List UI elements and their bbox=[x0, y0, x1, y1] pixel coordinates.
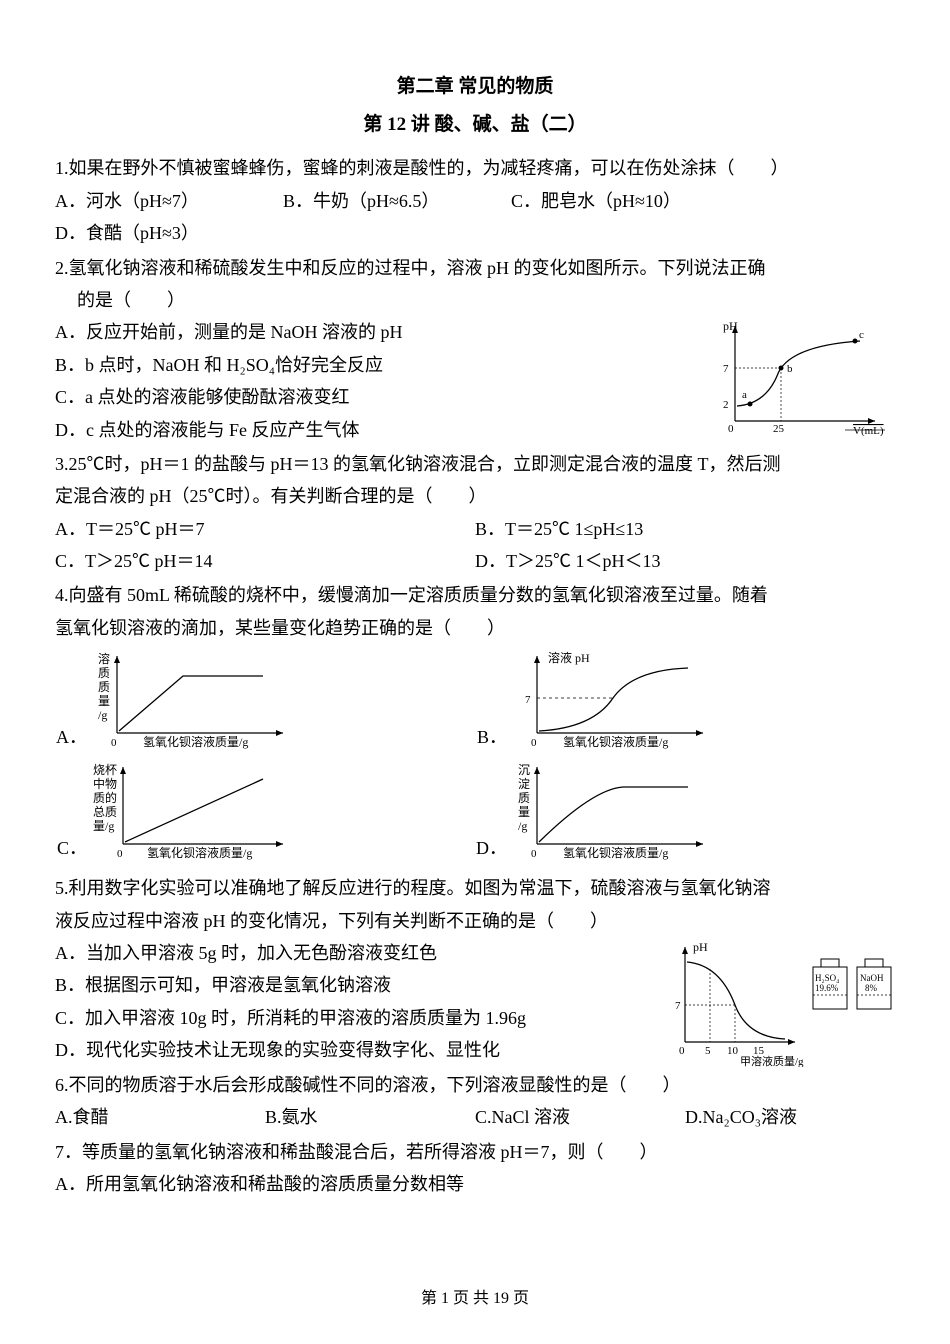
q7-text: 7．等质量的氢氧化钠溶液和稀盐酸混合后，若所得溶液 pH＝7，则（ ） bbox=[55, 1136, 895, 1168]
q6-opt-c: C.NaCl 溶液 bbox=[475, 1101, 685, 1133]
svg-text:H₂SO₄: H₂SO₄ bbox=[815, 973, 839, 983]
svg-text:量: 量 bbox=[98, 694, 110, 708]
svg-text:10: 10 bbox=[727, 1045, 739, 1057]
q4-label-a: A． bbox=[55, 721, 87, 753]
svg-text:氢氧化钡溶液质量/g: 氢氧化钡溶液质量/g bbox=[563, 734, 668, 749]
q1-opt-c: C．肥皂水（pH≈10） bbox=[511, 185, 721, 217]
question-6: 6.不同的物质溶于水后会形成酸碱性不同的溶液，下列溶液显酸性的是（ ） A.食醋… bbox=[55, 1069, 895, 1134]
svg-text:19.6%: 19.6% bbox=[815, 983, 839, 993]
q4-chart-b: 溶液 pH 7 0 氢氧化钡溶液质量/g bbox=[513, 648, 733, 753]
svg-text:0: 0 bbox=[679, 1045, 685, 1057]
q4-text-2: 氢氧化钡溶液的滴加，某些量变化趋势正确的是（ ） bbox=[55, 612, 895, 644]
q3-opt-b: B．T＝25℃ 1≤pH≤13 bbox=[475, 513, 895, 545]
q3-opt-c: C．T＞25℃ pH＝14 bbox=[55, 545, 475, 577]
svg-text:溶: 溶 bbox=[98, 651, 110, 666]
chapter-title: 第二章 常见的物质 bbox=[55, 70, 895, 104]
svg-text:/g: /g bbox=[98, 708, 107, 722]
svg-text:氢氧化钡溶液质量/g: 氢氧化钡溶液质量/g bbox=[147, 845, 252, 860]
q2-xtick: 25 bbox=[773, 423, 785, 435]
q4-chart-a: 溶 质 质 量 /g 0 氢氧化钡溶液质量/g bbox=[93, 648, 313, 753]
question-2: 2.氢氧化钠溶液和稀硫酸发生中和反应的过程中，溶液 pH 的变化如图所示。下列说… bbox=[55, 252, 895, 446]
svg-text:0: 0 bbox=[728, 423, 734, 435]
question-7: 7．等质量的氢氧化钠溶液和稀盐酸混合后，若所得溶液 pH＝7，则（ ） A．所用… bbox=[55, 1136, 895, 1201]
q2-point-b: b bbox=[787, 363, 793, 375]
q3-opt-d: D．T＞25℃ 1＜pH＜13 bbox=[475, 545, 895, 577]
svg-text:0: 0 bbox=[111, 737, 117, 749]
q1-opt-b: B．牛奶（pH≈6.5） bbox=[283, 185, 493, 217]
svg-text:淀: 淀 bbox=[518, 777, 530, 791]
question-1: 1.如果在野外不慎被蜜蜂蜂伤，蜜蜂的刺液是酸性的，为减轻疼痛，可以在伤处涂抹（ … bbox=[55, 152, 895, 249]
svg-text:pH: pH bbox=[693, 940, 708, 954]
q2-ytick2: 7 bbox=[723, 363, 729, 375]
q3-text-1: 3.25℃时，pH＝1 的盐酸与 pH＝13 的氢氧化钠溶液混合，立即测定混合液… bbox=[55, 448, 895, 480]
q5-chart: pH 7 0 5 10 15 甲溶液质量/g H₂SO₄ 19.6% NaOH … bbox=[665, 937, 895, 1067]
svg-text:5: 5 bbox=[705, 1045, 711, 1057]
svg-text:8%: 8% bbox=[865, 983, 878, 993]
q2-ytick1: 2 bbox=[723, 399, 729, 411]
svg-text:量: 量 bbox=[518, 805, 530, 819]
q2-point-c: c bbox=[859, 329, 864, 341]
svg-text:0: 0 bbox=[531, 737, 537, 749]
lesson-title: 第 12 讲 酸、碱、盐（二） bbox=[55, 108, 895, 142]
q6-opt-b: B.氨水 bbox=[265, 1101, 475, 1133]
svg-text:NaOH: NaOH bbox=[860, 973, 884, 983]
svg-text:0: 0 bbox=[117, 848, 123, 860]
svg-text:溶液 pH: 溶液 pH bbox=[548, 650, 590, 665]
q3-text-2: 定混合液的 pH（25℃时）。有关判断合理的是（ ） bbox=[55, 480, 895, 512]
svg-text:量/g: 量/g bbox=[93, 819, 114, 833]
svg-text:7: 7 bbox=[675, 1000, 681, 1012]
q5-text-1: 5.利用数字化实验可以准确地了解反应进行的程度。如图为常温下，硫酸溶液与氢氧化钠… bbox=[55, 872, 895, 904]
svg-text:/g: /g bbox=[518, 819, 527, 833]
q4-label-d: D． bbox=[475, 832, 507, 864]
svg-text:沉: 沉 bbox=[518, 763, 530, 777]
q3-opt-a: A．T＝25℃ pH＝7 bbox=[55, 513, 475, 545]
svg-text:氢氧化钡溶液质量/g: 氢氧化钡溶液质量/g bbox=[143, 734, 248, 749]
svg-text:烧杯: 烧杯 bbox=[93, 763, 117, 777]
q4-chart-d: 沉 淀 质 量 /g 0 氢氧化钡溶液质量/g bbox=[513, 759, 733, 864]
svg-text:氢氧化钡溶液质量/g: 氢氧化钡溶液质量/g bbox=[563, 845, 668, 860]
q5-text-2: 液反应过程中溶液 pH 的变化情况，下列有关判断不正确的是（ ） bbox=[55, 905, 895, 937]
q2-text-2: 的是（ ） bbox=[55, 284, 895, 316]
svg-text:中物: 中物 bbox=[93, 776, 117, 791]
question-4: 4.向盛有 50mL 稀硫酸的烧杯中，缓慢滴加一定溶质质量分数的氢氧化钡溶液至过… bbox=[55, 579, 895, 870]
q2-point-a: a bbox=[742, 389, 747, 401]
svg-text:0: 0 bbox=[531, 848, 537, 860]
svg-text:甲溶液质量/g: 甲溶液质量/g bbox=[740, 1054, 804, 1067]
q2-chart: pH 2 7 0 25 V(mL) a b c bbox=[715, 316, 895, 436]
q2-text-1: 2.氢氧化钠溶液和稀硫酸发生中和反应的过程中，溶液 pH 的变化如图所示。下列说… bbox=[55, 252, 895, 284]
question-3: 3.25℃时，pH＝1 的盐酸与 pH＝13 的氢氧化钠溶液混合，立即测定混合液… bbox=[55, 448, 895, 578]
q1-opt-a: A．河水（pH≈7） bbox=[55, 185, 265, 217]
q4-text-1: 4.向盛有 50mL 稀硫酸的烧杯中，缓慢滴加一定溶质质量分数的氢氧化钡溶液至过… bbox=[55, 579, 895, 611]
svg-text:质: 质 bbox=[518, 791, 530, 805]
q1-opt-d: D．食酷（pH≈3） bbox=[55, 217, 199, 249]
q1-text: 1.如果在野外不慎被蜜蜂蜂伤，蜜蜂的刺液是酸性的，为减轻疼痛，可以在伤处涂抹（ … bbox=[55, 152, 895, 184]
svg-text:质的: 质的 bbox=[93, 790, 117, 805]
svg-text:总质: 总质 bbox=[93, 805, 117, 819]
q6-text: 6.不同的物质溶于水后会形成酸碱性不同的溶液，下列溶液显酸性的是（ ） bbox=[55, 1069, 895, 1101]
q2-xlabel: V(mL) bbox=[853, 425, 884, 436]
q2-ylabel: pH bbox=[723, 319, 738, 333]
svg-text:质: 质 bbox=[98, 666, 110, 680]
q7-opt-a: A．所用氢氧化钠溶液和稀盐酸的溶质质量分数相等 bbox=[55, 1168, 895, 1200]
page-footer: 第 1 页 共 19 页 bbox=[0, 1285, 950, 1314]
q4-chart-c: 烧杯 中物 质的 总质 量/g 0 氢氧化钡溶液质量/g bbox=[93, 759, 313, 864]
q6-opt-a: A.食醋 bbox=[55, 1101, 265, 1133]
q4-label-b: B． bbox=[475, 721, 507, 753]
question-5: 5.利用数字化实验可以准确地了解反应进行的程度。如图为常温下，硫酸溶液与氢氧化钠… bbox=[55, 872, 895, 1067]
q6-opt-d: D.Na₂CO₃溶液 bbox=[685, 1101, 797, 1133]
svg-text:质: 质 bbox=[98, 680, 110, 694]
q4-label-c: C． bbox=[55, 832, 87, 864]
svg-text:7: 7 bbox=[525, 694, 531, 706]
